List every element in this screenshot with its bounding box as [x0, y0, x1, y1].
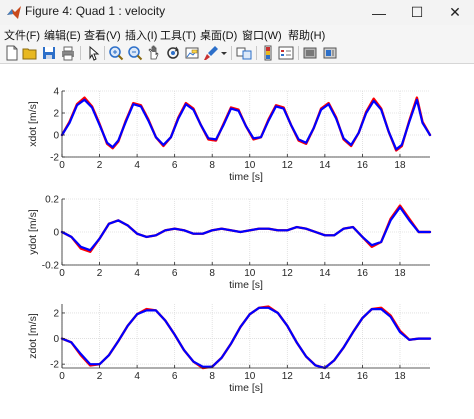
toolbar-separator [231, 46, 232, 60]
zdot-x-tick-label: 2 [97, 371, 103, 382]
zdot-y-tick-label: -2 [50, 360, 59, 371]
xdot-x-tick-label: 0 [59, 160, 65, 171]
ydot-y-tick-label: 0 [53, 228, 59, 239]
zoom-in-icon[interactable] [108, 45, 124, 61]
zdot-x-tick-label: 6 [172, 371, 178, 382]
edit-plot-icon[interactable] [86, 45, 102, 61]
zdot-x-tick-label: 14 [319, 371, 331, 382]
xdot-x-tick-label: 10 [244, 160, 256, 171]
maximize-icon: ☐ [410, 4, 424, 20]
toolbar-separator [104, 46, 105, 60]
zdot-x-tick-label: 4 [134, 371, 140, 382]
zdot-y-axis-label: zdot [m/s] [27, 313, 39, 359]
ydot-x-tick-label: 12 [282, 268, 294, 279]
open-file-icon[interactable] [22, 45, 38, 61]
ydot-x-tick-label: 2 [97, 268, 103, 279]
ydot-x-tick-label: 10 [244, 268, 256, 279]
xdot-x-tick-label: 8 [209, 160, 215, 171]
menu-desktop[interactable]: 桌面(D) [200, 30, 238, 42]
xdot-x-tick-label: 18 [394, 160, 406, 171]
title-bar: Figure 4: Quad 1 : velocity — ☐ ✕ [0, 0, 474, 25]
pan-icon[interactable] [146, 45, 162, 61]
ydot-y-axis-label: ydot [m/s] [27, 209, 39, 255]
link-plot-icon[interactable] [236, 45, 252, 61]
xdot-x-tick-label: 2 [97, 160, 103, 171]
zdot-axes-background [62, 304, 430, 368]
zdot-y-tick-label: 2 [53, 308, 59, 319]
window-title: Figure 4: Quad 1 : velocity [25, 4, 166, 18]
zdot-x-tick-label: 0 [59, 371, 65, 382]
close-icon: ✕ [449, 4, 461, 20]
close-button[interactable]: ✕ [436, 0, 474, 25]
zdot-x-tick-label: 8 [209, 371, 215, 382]
xdot-x-tick-label: 16 [357, 160, 369, 171]
xdot-y-tick-label: -2 [50, 153, 59, 164]
ydot-x-tick-label: 4 [134, 268, 140, 279]
ydot-x-tick-label: 6 [172, 268, 178, 279]
brush-dropdown-icon[interactable] [219, 45, 229, 61]
zdot-y-tick-label: 0 [53, 334, 59, 345]
figure-toolbar [0, 43, 474, 64]
zoom-out-icon[interactable] [127, 45, 143, 61]
toolbar-separator [80, 46, 81, 60]
toolbar-separator [256, 46, 257, 60]
zdot-x-tick-label: 10 [244, 371, 256, 382]
xdot-y-axis-label: xdot [m/s] [27, 101, 39, 147]
maximize-button[interactable]: ☐ [398, 0, 436, 25]
ydot-x-tick-label: 18 [394, 268, 406, 279]
zdot-x-axis-label: time [s] [229, 382, 263, 394]
new-figure-icon[interactable] [4, 45, 20, 61]
toolbar-separator [298, 46, 299, 60]
zdot-x-tick-label: 16 [357, 371, 369, 382]
zdot-series-blue-line [60, 306, 432, 370]
xdot-x-tick-label: 4 [134, 160, 140, 171]
minimize-icon: — [372, 4, 386, 21]
menu-bar: 文件(F) 编辑(E) 查看(V) 插入(I) 工具(T) 桌面(D) 窗口(W… [0, 25, 474, 43]
ydot-y-tick-label: -0.2 [42, 261, 60, 272]
menu-tools[interactable]: 工具(T) [160, 30, 197, 42]
ydot-y-tick-label: 0.2 [45, 195, 59, 206]
data-cursor-icon[interactable] [184, 45, 200, 61]
zdot-x-tick-label: 12 [282, 371, 294, 382]
minimize-button[interactable]: — [360, 0, 398, 25]
xdot-x-tick-label: 14 [319, 160, 331, 171]
menu-window[interactable]: 窗口(W) [242, 30, 282, 42]
rotate-3d-icon[interactable] [165, 45, 181, 61]
xdot-x-tick-label: 12 [282, 160, 294, 171]
print-icon[interactable] [60, 45, 76, 61]
menu-edit[interactable]: 编辑(E) [44, 30, 81, 42]
insert-colorbar-icon[interactable] [260, 45, 276, 61]
figure-canvas: 0 2 4 6 8 10 12 14 16 18 -2 0 2 4 time [s] xdot [m/s] 0 2… [0, 64, 474, 419]
save-icon[interactable] [41, 45, 57, 61]
ydot-x-tick-label: 16 [357, 268, 369, 279]
menu-view[interactable]: 查看(V) [84, 30, 121, 42]
insert-legend-icon[interactable] [278, 45, 294, 61]
ydot-x-tick-label: 14 [319, 268, 331, 279]
xdot-x-tick-label: 6 [172, 160, 178, 171]
brush-icon[interactable] [203, 45, 219, 61]
menu-insert[interactable]: 插入(I) [125, 30, 158, 42]
xdot-y-tick-label: 2 [53, 109, 59, 120]
xdot-x-axis-label: time [s] [229, 171, 263, 183]
xdot-series-blue-line [60, 98, 432, 151]
ydot-series-blue-line [60, 206, 432, 252]
zdot-x-tick-label: 18 [394, 371, 406, 382]
ydot-x-tick-label: 0 [59, 268, 65, 279]
ydot-x-tick-label: 8 [209, 268, 215, 279]
menu-file[interactable]: 文件(F) [4, 30, 41, 42]
xdot-y-tick-label: 4 [53, 87, 59, 98]
xdot-y-tick-label: 0 [53, 131, 59, 142]
show-plot-tools-icon[interactable] [322, 45, 338, 61]
matlab-icon [7, 6, 21, 19]
ydot-x-axis-label: time [s] [229, 279, 263, 291]
menu-help[interactable]: 帮助(H) [288, 30, 326, 42]
hide-plot-tools-icon[interactable] [302, 45, 318, 61]
